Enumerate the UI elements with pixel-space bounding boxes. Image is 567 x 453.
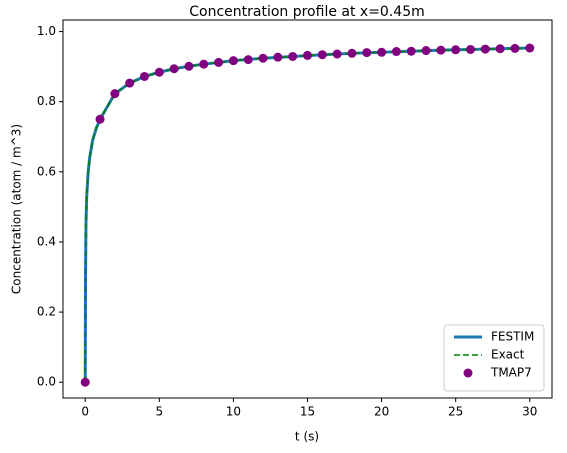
point [480, 44, 490, 54]
point [154, 67, 164, 77]
point [466, 44, 475, 54]
point [377, 47, 387, 57]
x-tick-label: 0 [81, 405, 89, 419]
point [95, 114, 105, 124]
point [347, 48, 357, 58]
point [303, 50, 312, 60]
point [421, 46, 431, 56]
point [199, 59, 209, 69]
point [391, 47, 401, 57]
point [80, 377, 90, 387]
plot-frame [62, 19, 553, 399]
point [510, 43, 520, 53]
x-tick-label: 10 [226, 405, 241, 419]
point [110, 89, 120, 99]
y-tick-label: 0.2 [37, 305, 56, 319]
legend-label: Exact [491, 348, 525, 362]
legend-marker [463, 368, 473, 378]
y-tick-label: 0.6 [37, 164, 56, 178]
point [214, 57, 224, 67]
point [436, 45, 446, 55]
point [169, 64, 179, 74]
legend-label: TMAP7 [490, 366, 532, 380]
x-tick-label: 25 [448, 405, 463, 419]
point [125, 78, 135, 88]
x-tick-label: 30 [522, 405, 537, 419]
point [243, 55, 253, 65]
point [317, 50, 327, 60]
y-tick-label: 1.0 [37, 24, 56, 38]
y-tick-label: 0.4 [37, 234, 56, 248]
chart-title: Concentration profile at x=0.45m [189, 4, 425, 20]
point [451, 45, 461, 55]
y-axis-label: Concentration (atom / m^3) [10, 124, 24, 294]
point [273, 52, 283, 62]
point [362, 48, 372, 58]
x-tick-label: 5 [155, 405, 163, 419]
legend-label: FESTIM [491, 330, 534, 344]
x-tick-label: 15 [300, 405, 315, 419]
point [525, 43, 535, 53]
y-tick-label: 0.0 [37, 375, 56, 389]
point [140, 71, 149, 81]
point [258, 53, 268, 63]
y-tick-label: 0.8 [37, 94, 56, 108]
point [288, 51, 298, 61]
line [84, 47, 530, 383]
x-tick-label: 20 [374, 405, 389, 419]
point [495, 44, 505, 54]
x-axis-label: t (s) [295, 430, 319, 444]
point [332, 49, 342, 59]
point [184, 61, 194, 71]
point [406, 46, 416, 56]
point [228, 56, 238, 66]
